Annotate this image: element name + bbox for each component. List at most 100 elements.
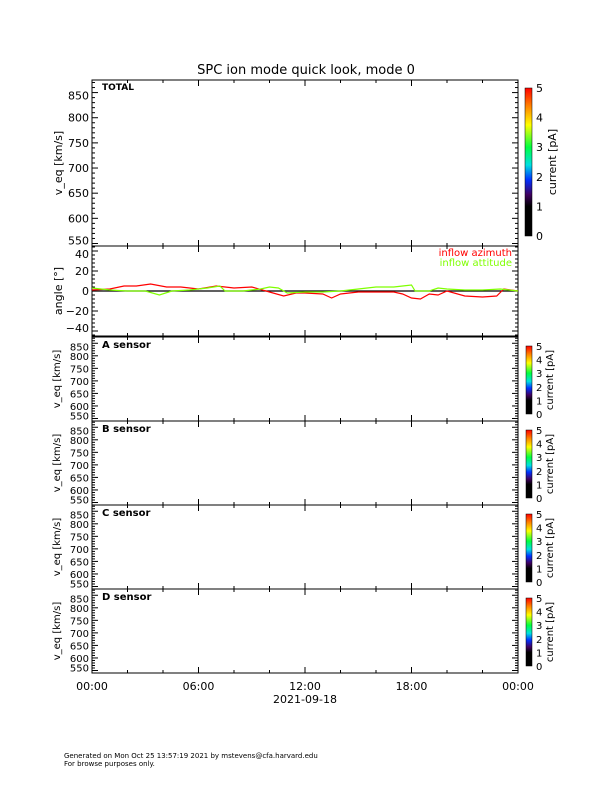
x-tick-label: 00:00 — [502, 680, 534, 693]
x-tick-label: 12:00 — [289, 680, 321, 693]
y-tick-label: 850 — [70, 594, 89, 605]
chart-title: SPC ion mode quick look, mode 0 — [197, 63, 415, 78]
y-tick-label: 550 — [70, 663, 89, 674]
colorbar-label: current [pA] — [545, 602, 556, 662]
colorbar-tick-label: 5 — [536, 426, 542, 437]
colorbar-tick-label: 1 — [536, 200, 543, 213]
panel-label: A sensor — [102, 340, 151, 351]
y-tick-label: 600 — [70, 402, 89, 413]
colorbar-tick-label: 4 — [536, 608, 542, 619]
y-axis-label: angle [°] — [52, 267, 65, 315]
y-tick-label: 850 — [68, 90, 89, 103]
colorbar — [525, 597, 533, 667]
panel-label: D sensor — [102, 592, 151, 603]
y-tick-label: 800 — [68, 112, 89, 125]
y-tick-label: 850 — [70, 426, 89, 437]
colorbar-label: current [pA] — [546, 129, 559, 195]
x-date-label: 2021-09-18 — [273, 693, 337, 706]
plot-frame — [91, 420, 519, 506]
panel-label: C sensor — [102, 508, 150, 519]
colorbar-tick-label: 0 — [536, 410, 542, 421]
legend-entry: inflow azimuth — [439, 248, 512, 259]
colorbar-tick-label: 2 — [536, 551, 542, 562]
y-tick-label: 750 — [70, 364, 89, 375]
colorbar-tick-label: 2 — [536, 635, 542, 646]
colorbar-label: current [pA] — [545, 350, 556, 410]
y-tick-label: 550 — [70, 579, 89, 590]
y-tick-label: 550 — [68, 234, 89, 247]
colorbar — [525, 513, 533, 583]
y-tick-label: 850 — [70, 510, 89, 521]
y-tick-label: 650 — [70, 473, 89, 484]
colorbar — [525, 429, 533, 499]
colorbar-tick-label: 5 — [536, 82, 543, 95]
y-tick-label: 650 — [70, 389, 89, 400]
colorbar-tick-label: 1 — [536, 396, 542, 407]
panel-total: 550 600 650 700 750 800 850 v_eq [km/s] TOTAL 0 1 2… — [52, 79, 559, 247]
y-tick-label: 750 — [68, 137, 89, 150]
y-axis-label: v_eq [km/s] — [52, 350, 63, 409]
y-tick-label: 750 — [70, 532, 89, 543]
plot-frame — [91, 79, 519, 247]
y-tick-label: 750 — [70, 448, 89, 459]
y-tick-label: 600 — [70, 486, 89, 497]
y-tick-label: 0 — [82, 285, 89, 298]
y-axis-label: v_eq [km/s] — [52, 131, 65, 195]
x-tick-label: 18:00 — [396, 680, 428, 693]
y-tick-label: 700 — [70, 461, 89, 472]
colorbar-tick-label: 5 — [536, 342, 542, 353]
colorbar-tick-label: 3 — [536, 453, 542, 464]
y-tick-label: 20 — [75, 265, 89, 278]
colorbar-tick-label: 4 — [536, 356, 542, 367]
colorbar-tick-label: 4 — [536, 112, 543, 125]
colorbar-tick-label: 5 — [536, 510, 542, 521]
y-tick-label: 700 — [70, 377, 89, 388]
colorbar-label: current [pA] — [545, 434, 556, 494]
y-tick-label: 800 — [70, 352, 89, 363]
colorbar — [525, 345, 533, 415]
y-axis-label: v_eq [km/s] — [52, 518, 63, 577]
colorbar-tick-label: 1 — [536, 480, 542, 491]
colorbar-tick-label: 4 — [536, 524, 542, 535]
colorbar-tick-label: 1 — [536, 648, 542, 659]
y-tick-label: −20 — [66, 305, 89, 318]
y-tick-label: 650 — [70, 641, 89, 652]
y-tick-label: 800 — [70, 604, 89, 615]
panel-label: TOTAL — [102, 83, 134, 93]
footer-note: For browse purposes only. — [64, 760, 155, 768]
y-axis-label: v_eq [km/s] — [52, 602, 63, 661]
colorbar-tick-label: 5 — [536, 594, 542, 605]
y-tick-label: 550 — [70, 495, 89, 506]
y-tick-label: 600 — [70, 570, 89, 581]
colorbar-tick-label: 3 — [536, 141, 543, 154]
y-tick-label: 650 — [70, 557, 89, 568]
y-tick-label: 650 — [68, 187, 89, 200]
y-tick-label: 700 — [70, 545, 89, 556]
panel-label: B sensor — [102, 424, 151, 435]
y-axis-label: v_eq [km/s] — [52, 434, 63, 493]
y-tick-label: 750 — [70, 616, 89, 627]
y-tick-label: −40 — [66, 322, 89, 335]
colorbar-tick-label: 0 — [536, 230, 543, 243]
footer-generated: Generated on Mon Oct 25 13:57:19 2021 by… — [64, 752, 318, 760]
colorbar-tick-label: 2 — [536, 467, 542, 478]
y-tick-label: 700 — [68, 162, 89, 175]
y-tick-label: 600 — [70, 654, 89, 665]
y-tick-label: 40 — [75, 248, 89, 261]
y-tick-label: 600 — [68, 212, 89, 225]
colorbar-tick-label: 0 — [536, 494, 542, 505]
colorbar-tick-label: 4 — [536, 440, 542, 451]
footer: Generated on Mon Oct 25 13:57:19 2021 by… — [64, 752, 318, 768]
colorbar-tick-label: 3 — [536, 621, 542, 632]
plot-frame — [91, 504, 519, 590]
colorbar-tick-label: 0 — [536, 662, 542, 673]
legend-entry: inflow attitude — [440, 258, 512, 269]
y-tick-label: 800 — [70, 436, 89, 447]
y-tick-label: 850 — [70, 342, 89, 353]
y-tick-label: 550 — [70, 411, 89, 422]
